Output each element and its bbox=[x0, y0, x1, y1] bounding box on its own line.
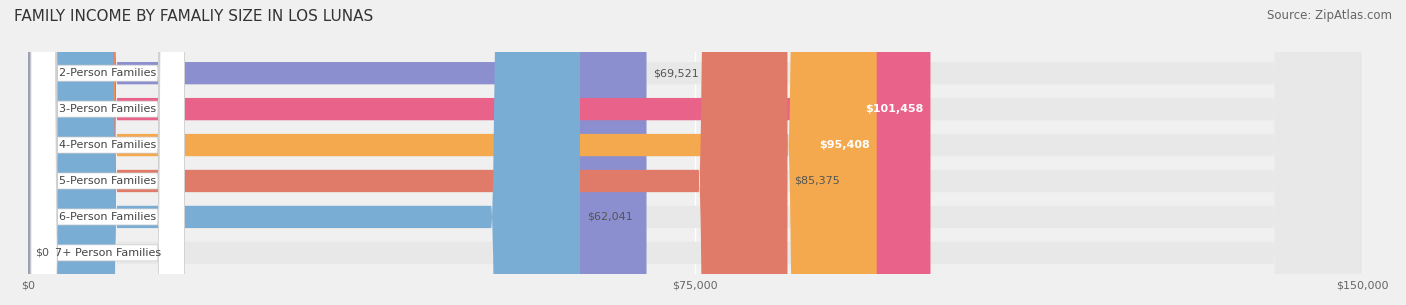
FancyBboxPatch shape bbox=[31, 0, 184, 305]
FancyBboxPatch shape bbox=[28, 0, 1362, 305]
FancyBboxPatch shape bbox=[28, 0, 647, 305]
Text: Source: ZipAtlas.com: Source: ZipAtlas.com bbox=[1267, 9, 1392, 22]
Text: $69,521: $69,521 bbox=[654, 68, 699, 78]
Text: $85,375: $85,375 bbox=[794, 176, 839, 186]
FancyBboxPatch shape bbox=[28, 0, 787, 305]
Text: $62,041: $62,041 bbox=[586, 212, 633, 222]
Text: 6-Person Families: 6-Person Families bbox=[59, 212, 156, 222]
Text: 2-Person Families: 2-Person Families bbox=[59, 68, 156, 78]
FancyBboxPatch shape bbox=[28, 0, 1362, 305]
Text: 7+ Person Families: 7+ Person Families bbox=[55, 248, 160, 258]
Text: 5-Person Families: 5-Person Families bbox=[59, 176, 156, 186]
FancyBboxPatch shape bbox=[31, 0, 184, 305]
Text: 3-Person Families: 3-Person Families bbox=[59, 104, 156, 114]
FancyBboxPatch shape bbox=[31, 0, 184, 305]
FancyBboxPatch shape bbox=[28, 0, 1362, 305]
FancyBboxPatch shape bbox=[31, 0, 184, 305]
FancyBboxPatch shape bbox=[28, 0, 1362, 305]
FancyBboxPatch shape bbox=[28, 0, 1362, 305]
Text: $95,408: $95,408 bbox=[820, 140, 870, 150]
FancyBboxPatch shape bbox=[28, 0, 581, 305]
Text: $0: $0 bbox=[35, 248, 49, 258]
FancyBboxPatch shape bbox=[28, 0, 931, 305]
FancyBboxPatch shape bbox=[31, 0, 184, 305]
FancyBboxPatch shape bbox=[28, 0, 877, 305]
Text: $101,458: $101,458 bbox=[866, 104, 924, 114]
Text: FAMILY INCOME BY FAMALIY SIZE IN LOS LUNAS: FAMILY INCOME BY FAMALIY SIZE IN LOS LUN… bbox=[14, 9, 374, 24]
FancyBboxPatch shape bbox=[28, 0, 1362, 305]
Text: 4-Person Families: 4-Person Families bbox=[59, 140, 156, 150]
FancyBboxPatch shape bbox=[31, 0, 184, 305]
